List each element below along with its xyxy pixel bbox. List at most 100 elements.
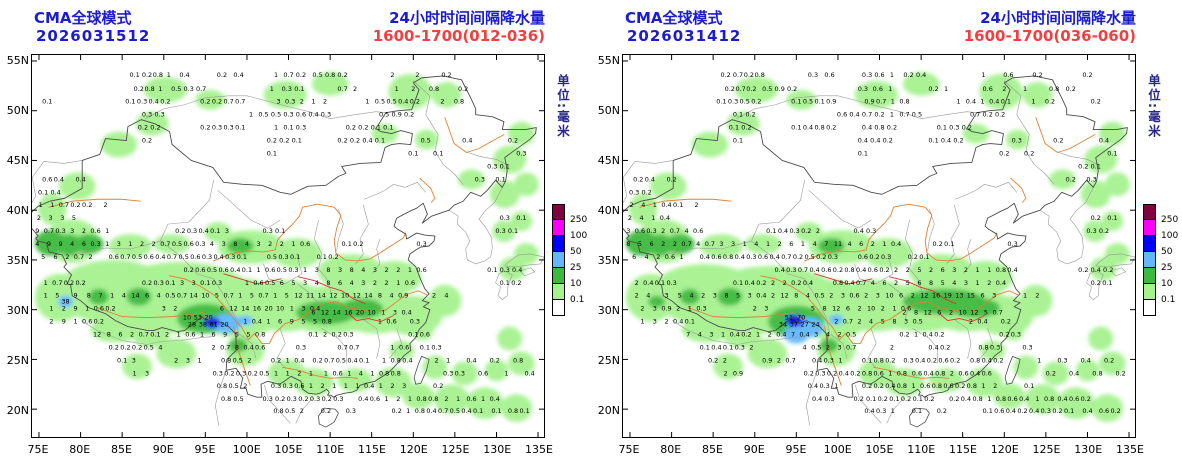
precip-value: 0.4 (398, 98, 408, 106)
colorbar-tick-label: 0.1 (1161, 295, 1176, 305)
precip-value: 1 (890, 111, 894, 119)
precip-value: 3 (361, 279, 365, 287)
province-border-line (180, 255, 239, 334)
precip-value: 1 (73, 318, 77, 326)
precip-value: 3 (719, 240, 723, 248)
precip-value: 6 (789, 240, 793, 248)
lat-tick-label: 50N (6, 104, 29, 117)
lat-tick-label: 30N (6, 304, 29, 317)
precip-value: 0.3 (282, 85, 292, 93)
precip-value: 0.4 (849, 111, 859, 119)
river-line (824, 326, 842, 386)
colorbar-tick-label: 100 (1161, 231, 1179, 241)
precip-value: 0.8 (325, 71, 335, 79)
precip-value: 1 (1023, 85, 1027, 93)
precip-value: 5 (941, 279, 945, 287)
precip-blob (88, 288, 109, 305)
precip-value: 0.2 (441, 71, 451, 79)
precip-value: 2 (300, 98, 304, 106)
precip-value: 1 (801, 240, 805, 248)
province-border-line (854, 253, 894, 285)
precip-value: 1 (105, 240, 109, 248)
precip-value: 0.5 (165, 292, 175, 300)
precip-value: 0.2 (862, 382, 872, 390)
precip-value: 1 (651, 214, 655, 222)
precip-blob (228, 338, 247, 353)
precip-value: 0.2 (804, 369, 814, 377)
precip-value: 12 (321, 309, 329, 317)
precip-blob (1013, 355, 1039, 380)
precip-value: 5 (72, 214, 76, 222)
precip-value: 1 (309, 369, 313, 377)
precip-value: 2 (297, 369, 301, 377)
precip-value: 1 (39, 201, 43, 209)
precip-value: 0.8 (897, 369, 907, 377)
precip-value: 1 (956, 98, 960, 106)
precip-value: 0.1 (791, 124, 801, 132)
precip-value: 1 (891, 98, 895, 106)
precip-blob (414, 129, 439, 150)
precip-value: 9 (73, 292, 77, 300)
precip-value: 0.2 (200, 98, 210, 106)
precip-value: 2 (103, 201, 107, 209)
precip-value: 0.2 (1053, 137, 1063, 145)
precip-value: 0.8 (972, 395, 982, 403)
precip-value: 2 (174, 356, 178, 364)
precip-value: 1 (888, 369, 892, 377)
foreign-border-line (736, 95, 978, 119)
precip-value: 6 (632, 253, 636, 261)
foreign-border-line (672, 320, 805, 345)
precip-value: 0.8 (978, 343, 988, 351)
precip-value: 6 (54, 253, 58, 261)
precip-value: 0.6 (837, 111, 847, 119)
lon-tick-label: 110E (907, 443, 936, 456)
precip-value: 0.2 (410, 98, 420, 106)
precip-value: 0.5 (207, 266, 217, 274)
lat-tick-label: 20N (597, 404, 620, 417)
colorbar-segment (552, 220, 565, 236)
precip-value: 0.4 (294, 356, 304, 364)
precip-value: 4 (359, 369, 363, 377)
precip-value: 0.2 (887, 124, 897, 132)
province-border-line (217, 189, 281, 229)
precip-value: 0.2 (983, 111, 993, 119)
precip-value: 2 (894, 279, 898, 287)
precip-value: 0.1 (420, 343, 430, 351)
national-border (623, 75, 1128, 398)
precip-value: 0.6 (901, 305, 911, 313)
highlight-river-line (223, 273, 282, 285)
precip-value: 13 (955, 292, 963, 300)
precip-value: 0.2 (321, 407, 331, 415)
precip-value: 0.1 (383, 124, 393, 132)
precip-value: 0.1 (200, 279, 210, 287)
precip-blob (862, 238, 913, 268)
precip-value: 0.7 (899, 111, 909, 119)
precip-blob (1049, 169, 1076, 190)
precip-value: 0.7 (735, 85, 745, 93)
precip-blob (1101, 211, 1124, 232)
precip-blob (508, 351, 535, 376)
precip-value: 0.2 (720, 71, 730, 79)
precip-value: 0.3 (824, 356, 834, 364)
precip-value: 0.6 (109, 253, 119, 261)
precip-value: 0.6 (90, 227, 100, 235)
precip-blob (58, 172, 96, 201)
precip-value: 0.3 (296, 343, 306, 351)
precip-value: 0.4 (252, 318, 262, 326)
precip-value: 0.6 (873, 85, 883, 93)
precip-value: 3 (117, 240, 121, 248)
precip-value: 0.1 (700, 343, 710, 351)
precip-value: 0.6 (874, 71, 884, 79)
precip-value: 0.1 (866, 395, 876, 403)
precip-blob (135, 111, 169, 136)
precip-value: 0.2 (641, 188, 651, 196)
precip-value: 0.3 (287, 395, 297, 403)
precip-blob (466, 387, 504, 420)
precip-value: 0.4 (230, 266, 240, 274)
china-border (623, 75, 1128, 428)
precip-value: 1 (243, 318, 247, 326)
precip-value: 0.1 (371, 124, 381, 132)
precip-value: 27 (800, 321, 808, 329)
river-line (419, 177, 436, 203)
precip-value: 0.6 (332, 369, 342, 377)
